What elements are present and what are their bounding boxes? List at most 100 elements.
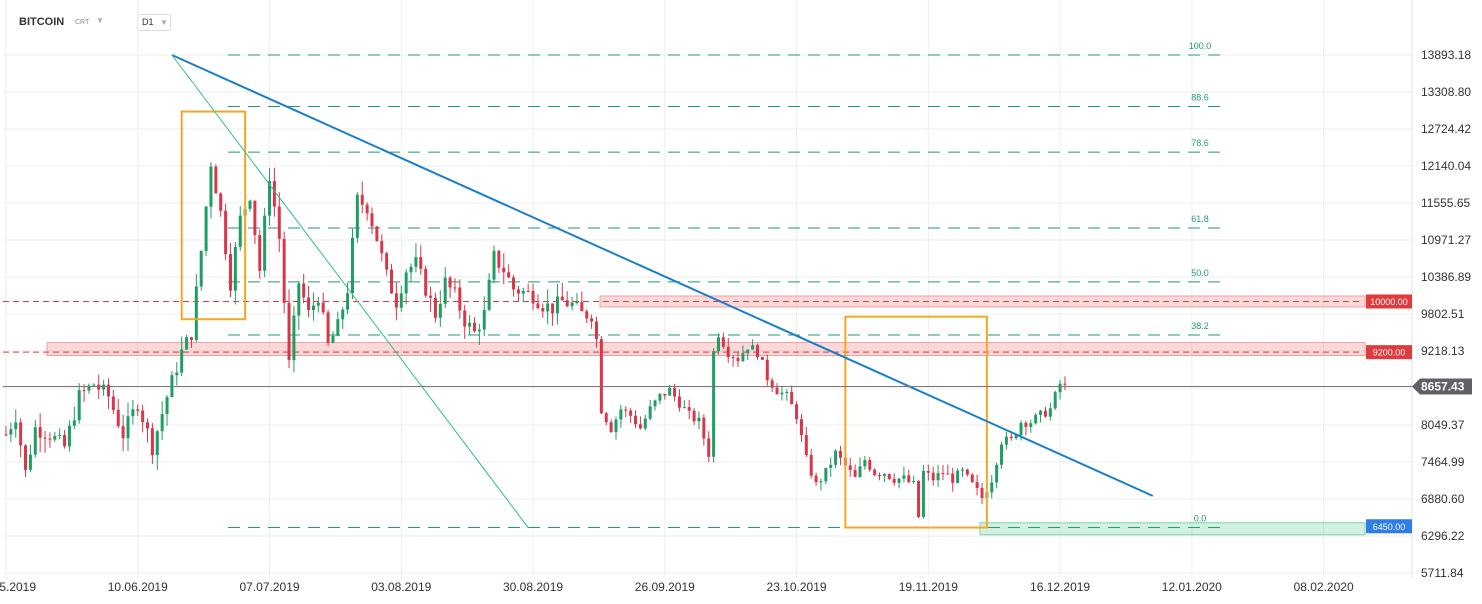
fibonacci-level-label: 38.2 (1191, 321, 1209, 331)
candle-body (780, 392, 784, 395)
candle-body (316, 302, 320, 306)
candle-body (565, 300, 569, 307)
x-tick-label: 16.12.2019 (1030, 580, 1090, 594)
candles-group (4, 162, 1067, 519)
candle-body (350, 237, 354, 294)
fibonacci-level-label: 88.6 (1191, 92, 1209, 102)
candle-body (419, 257, 423, 269)
candle-body (756, 345, 760, 358)
candle-body (614, 419, 618, 433)
candle-body (97, 384, 101, 390)
candle-body (189, 337, 193, 341)
candle-body (1063, 383, 1067, 385)
y-tick-label: 8049.37 (1421, 418, 1465, 432)
fibonacci-level-label: 61.8 (1191, 214, 1209, 224)
candle-body (668, 387, 672, 396)
candle-body (24, 445, 28, 470)
candle-body (716, 337, 720, 352)
candle-body (72, 420, 76, 426)
candle-body (526, 290, 530, 292)
candle-body (702, 417, 706, 439)
candle-body (409, 266, 413, 273)
candle-body (521, 290, 525, 294)
y-tick-label: 12140.04 (1421, 159, 1471, 173)
candle-body (741, 353, 745, 362)
candle-body (1024, 422, 1028, 427)
candle-body (277, 206, 281, 239)
candle-body (82, 390, 86, 392)
candle-body (443, 277, 447, 304)
candle-body (624, 409, 628, 411)
level-tag-label: 6450.00 (1373, 522, 1406, 532)
candle-body (751, 345, 755, 350)
candle-body (336, 319, 340, 336)
level-tag-label: 10000.00 (1370, 297, 1408, 307)
candle-body (360, 194, 364, 205)
candle-body (960, 469, 964, 471)
candle-body (907, 475, 911, 482)
candle-body (102, 384, 106, 390)
candle-body (980, 487, 984, 499)
candle-body (638, 424, 642, 429)
candle-body (365, 204, 369, 214)
candle-body (272, 181, 276, 207)
candle-body (604, 413, 608, 423)
candle-body (1048, 408, 1052, 417)
candle-body (736, 357, 740, 362)
y-tick-label: 11555.65 (1421, 196, 1470, 210)
candle-body (414, 257, 418, 267)
fibonacci-level-label: 78.6 (1191, 138, 1209, 148)
candle-body (9, 429, 13, 435)
candle-body (253, 200, 257, 236)
candle-body (497, 250, 501, 268)
candle-body (975, 482, 979, 488)
candle-body (541, 308, 545, 312)
candle-body (653, 400, 657, 407)
candle-body (185, 337, 189, 350)
symbol-dropdown-icon[interactable]: ▼ (96, 16, 104, 25)
x-tick-label: 30.08.2019 (503, 580, 563, 594)
candle-body (424, 268, 428, 296)
candle-body (887, 474, 891, 479)
candle-body (224, 210, 228, 255)
candle-body (726, 346, 730, 358)
candle-body (712, 351, 716, 457)
y-tick-label: 13308.80 (1421, 85, 1471, 99)
level-tag (1366, 294, 1412, 309)
candle-body (546, 303, 550, 312)
candle-body (634, 415, 638, 425)
candle-body (643, 418, 647, 429)
candle-body (53, 435, 57, 440)
candle-body (307, 297, 311, 311)
x-tick-label: 07.07.2019 (239, 580, 299, 594)
candle-body (941, 473, 945, 475)
resistance-zone-10000 (599, 295, 1366, 308)
level-tag (1366, 345, 1412, 360)
candle-body (311, 305, 315, 311)
candle-body (263, 215, 267, 271)
candle-body (809, 455, 813, 476)
candle-body (590, 318, 594, 322)
candle-body (1000, 444, 1004, 465)
candle-body (180, 349, 184, 373)
candle-body (819, 481, 823, 483)
candle-body (331, 335, 335, 343)
candle-body (282, 238, 286, 303)
candle-body (268, 181, 272, 216)
level-tag-label: 9200.00 (1373, 348, 1406, 358)
candle-body (731, 357, 735, 359)
candle-body (438, 303, 442, 318)
candle-body (824, 467, 828, 482)
candle-body (663, 393, 667, 396)
candle-body (687, 407, 691, 411)
timeframe-dropdown-icon: ▼ (160, 18, 168, 27)
candle-body (448, 277, 452, 288)
candle-body (1039, 410, 1043, 415)
candle-body (33, 427, 37, 455)
candle-body (233, 246, 237, 291)
fibonacci-level-label: 0.0 (1194, 514, 1207, 524)
candle-body (92, 384, 96, 386)
candle-body (721, 337, 725, 347)
candle-body (87, 385, 91, 391)
